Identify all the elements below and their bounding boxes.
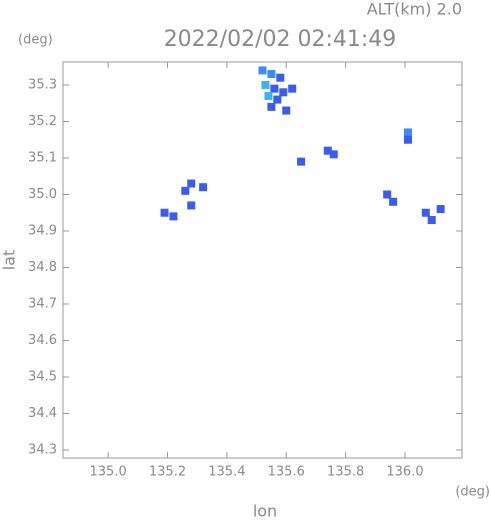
echo-cell [329,150,338,159]
y-tick-label: 35.2 [28,114,57,129]
y-tick-label: 34.9 [28,223,57,238]
echo-cell [273,95,282,104]
y-tick-label: 34.6 [28,333,57,348]
echo-cell [270,84,279,93]
x-axis-label: lon [253,502,277,521]
x-tick-label: 135.4 [208,465,245,480]
echo-cell [160,208,169,217]
y-tick-label: 34.5 [28,369,57,384]
echo-cell [436,205,445,214]
x-tick-label: 135.2 [149,465,186,480]
chart-title: 2022/02/02 02:41:49 [164,27,397,52]
echo-cell [199,183,208,192]
echo-cell [187,201,196,210]
x-tick-label: 136.0 [386,465,423,480]
y-axis-label: lat [0,250,19,271]
echo-cell [258,66,267,75]
echo-cell [169,212,178,221]
echo-cell [276,73,285,82]
echo-cell [279,88,288,97]
x-tick-label: 135.6 [268,465,305,480]
x-tick-label: 135.8 [327,465,364,480]
echo-cell [181,186,190,195]
y-tick-label: 35.1 [28,150,57,165]
echo-cell [427,216,436,225]
echo-cell [267,102,276,111]
y-tick-label: 34.3 [28,442,57,457]
echo-cell [261,80,270,89]
x-unit: (deg) [455,485,490,500]
x-tick-label: 135.0 [90,465,127,480]
echo-cell [403,135,412,144]
echo-cell [288,84,297,93]
echo-cell [267,70,276,79]
echo-cell [297,157,306,166]
y-tick-label: 34.4 [28,406,57,421]
echo-cell [389,197,398,206]
echo-cell [282,106,291,115]
echo-cell [187,179,196,188]
echo-cell [403,128,412,137]
echo-cell [383,190,392,199]
y-tick-label: 35.3 [28,77,57,92]
echo-cell [264,91,273,100]
y-unit: (deg) [18,33,53,48]
y-tick-label: 34.7 [28,296,57,311]
echo-cell [421,208,430,217]
y-tick-label: 34.8 [28,260,57,275]
echo-cell [323,146,332,155]
y-tick-label: 35.0 [28,187,57,202]
plot-frame [62,61,463,459]
altitude-label: ALT(km) 2.0 [367,0,462,19]
